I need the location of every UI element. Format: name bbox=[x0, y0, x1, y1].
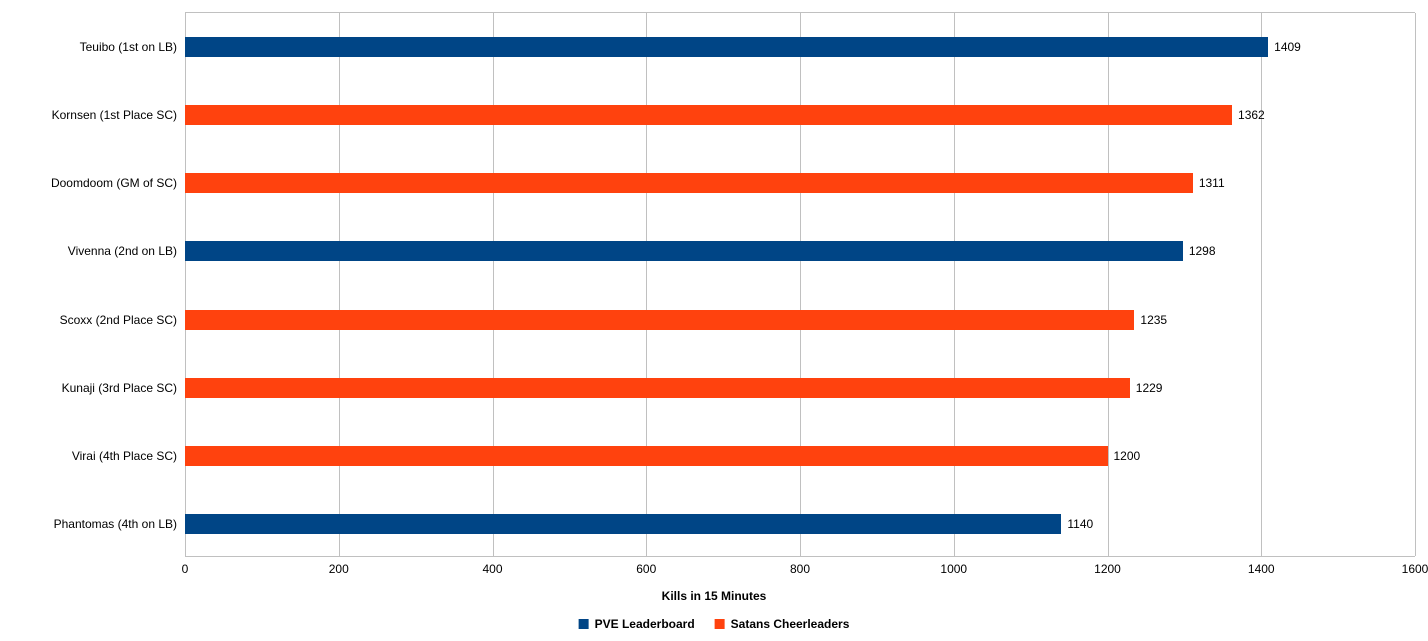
x-tick: 0 bbox=[182, 556, 189, 576]
gridline bbox=[185, 13, 186, 556]
gridline bbox=[1415, 13, 1416, 556]
category-label: Doomdoom (GM of SC) bbox=[51, 176, 185, 190]
bar-value: 1311 bbox=[1199, 176, 1225, 190]
legend-swatch bbox=[579, 619, 589, 629]
category-label: Kunaji (3rd Place SC) bbox=[62, 381, 185, 395]
category-label: Scoxx (2nd Place SC) bbox=[60, 313, 185, 327]
category-label: Vivenna (2nd on LB) bbox=[68, 244, 185, 258]
gridline bbox=[339, 13, 340, 556]
bar bbox=[185, 378, 1130, 398]
bar bbox=[185, 310, 1134, 330]
kills-chart: 0 200 400 600 800 1000 1200 1400 1600 Teuibo (1st… bbox=[0, 0, 1428, 641]
gridline bbox=[646, 13, 647, 556]
gridline bbox=[1261, 13, 1262, 556]
x-tick: 200 bbox=[329, 556, 349, 576]
bar bbox=[185, 173, 1193, 193]
legend-label: Satans Cheerleaders bbox=[731, 617, 850, 631]
legend-swatch bbox=[715, 619, 725, 629]
gridline bbox=[954, 13, 955, 556]
bar-value: 1298 bbox=[1189, 244, 1216, 258]
gridline bbox=[493, 13, 494, 556]
bar bbox=[185, 37, 1268, 57]
legend-item: Satans Cheerleaders bbox=[715, 617, 850, 631]
bar bbox=[185, 446, 1108, 466]
legend: PVE Leaderboard Satans Cheerleaders bbox=[579, 617, 850, 631]
gridline bbox=[800, 13, 801, 556]
bar-value: 1362 bbox=[1238, 108, 1265, 122]
category-label: Kornsen (1st Place SC) bbox=[52, 108, 185, 122]
x-tick: 1400 bbox=[1248, 556, 1275, 576]
bar-value: 1229 bbox=[1136, 381, 1163, 395]
x-tick: 1000 bbox=[940, 556, 967, 576]
bar-value: 1200 bbox=[1114, 449, 1141, 463]
x-tick: 600 bbox=[636, 556, 656, 576]
gridline bbox=[1108, 13, 1109, 556]
category-label: Teuibo (1st on LB) bbox=[80, 40, 185, 54]
category-label: Phantomas (4th on LB) bbox=[54, 517, 185, 531]
legend-label: PVE Leaderboard bbox=[595, 617, 695, 631]
bar-value: 1140 bbox=[1067, 517, 1093, 531]
bar bbox=[185, 241, 1183, 261]
bar bbox=[185, 514, 1061, 534]
plot-area: 02004006008001000120014001600Teuibo (1st… bbox=[185, 12, 1415, 557]
x-tick: 1200 bbox=[1094, 556, 1121, 576]
category-label: Virai (4th Place SC) bbox=[72, 449, 185, 463]
bar bbox=[185, 105, 1232, 125]
x-tick: 800 bbox=[790, 556, 810, 576]
x-tick: 400 bbox=[482, 556, 502, 576]
legend-item: PVE Leaderboard bbox=[579, 617, 695, 631]
bar-value: 1235 bbox=[1140, 313, 1167, 327]
bar-value: 1409 bbox=[1274, 40, 1301, 54]
x-tick: 1600 bbox=[1402, 556, 1428, 576]
x-axis-title: Kills in 15 Minutes bbox=[662, 589, 767, 603]
